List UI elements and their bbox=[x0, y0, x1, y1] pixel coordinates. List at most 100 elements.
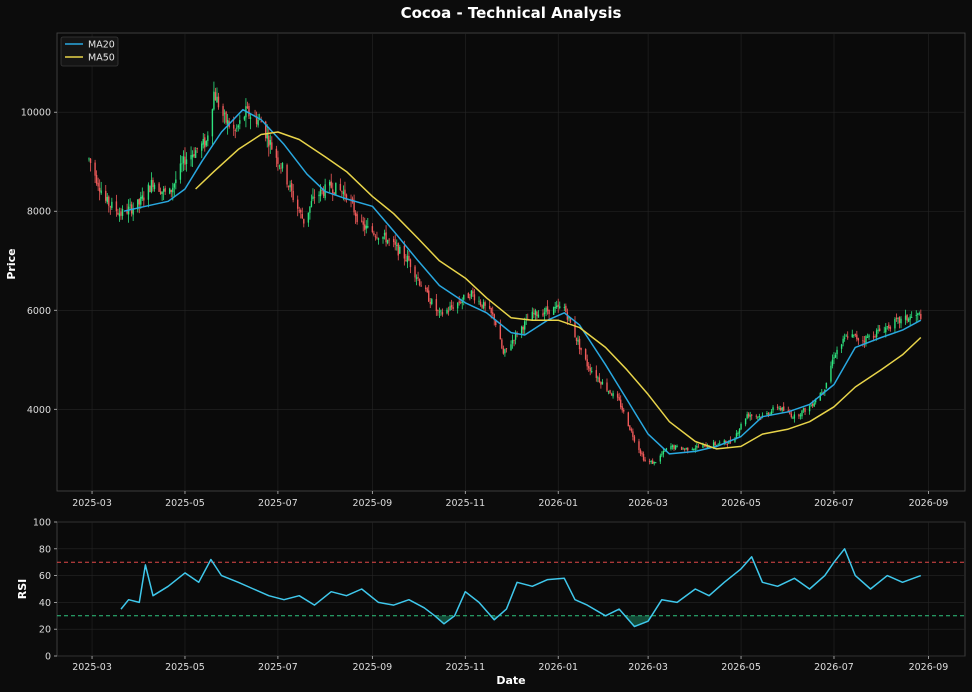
candle-body bbox=[367, 226, 369, 228]
rsi-x-tick-label: 2025-11 bbox=[445, 662, 485, 673]
candle-body bbox=[734, 438, 736, 442]
candle-body bbox=[129, 204, 131, 206]
candle-body bbox=[396, 245, 398, 246]
candle-body bbox=[207, 135, 209, 142]
candle-body bbox=[286, 164, 288, 185]
candle-body bbox=[889, 327, 892, 329]
candle-body bbox=[680, 446, 683, 450]
candle-body bbox=[233, 124, 235, 129]
candle-body bbox=[397, 243, 399, 256]
candle-body bbox=[697, 446, 700, 448]
candle-body bbox=[289, 184, 291, 188]
candle-body bbox=[632, 431, 634, 437]
candle-body bbox=[420, 285, 422, 287]
candle-body bbox=[169, 188, 171, 194]
rsi-y-tick-label: 0 bbox=[45, 652, 51, 663]
candle-body bbox=[383, 232, 386, 236]
candle-body bbox=[715, 444, 718, 446]
candle-body bbox=[531, 311, 534, 321]
candle-body bbox=[552, 307, 555, 315]
candle-body bbox=[578, 338, 581, 350]
candle-body bbox=[676, 445, 678, 447]
candle-body bbox=[429, 301, 431, 304]
candle-body bbox=[417, 277, 419, 279]
candle-body bbox=[213, 91, 215, 110]
candle-body bbox=[682, 448, 684, 450]
candle-body bbox=[236, 127, 238, 129]
candle-body bbox=[853, 334, 855, 336]
candle-body bbox=[147, 184, 150, 200]
candle-body bbox=[906, 314, 908, 321]
candle-body bbox=[568, 316, 570, 319]
candle-body bbox=[671, 445, 674, 448]
candle-body bbox=[693, 448, 695, 451]
candle-body bbox=[534, 310, 537, 316]
candle-body bbox=[365, 225, 367, 229]
candle-body bbox=[452, 307, 454, 310]
candle-body bbox=[747, 413, 750, 417]
candle-body bbox=[115, 201, 118, 212]
candle-body bbox=[172, 187, 174, 193]
candle-body bbox=[851, 334, 853, 338]
candle-body bbox=[495, 320, 497, 326]
candle-body bbox=[424, 287, 427, 289]
rsi-y-tick-label: 40 bbox=[39, 598, 51, 609]
candle-body bbox=[569, 318, 572, 323]
candle-body bbox=[642, 453, 645, 461]
candle-body bbox=[793, 414, 796, 419]
candle-body bbox=[687, 447, 689, 451]
candle-body bbox=[845, 335, 847, 337]
candle-body bbox=[536, 311, 538, 317]
candle-body bbox=[798, 414, 800, 417]
candle-body bbox=[712, 442, 715, 448]
candle-body bbox=[234, 129, 236, 131]
candle-body bbox=[143, 197, 145, 201]
candle-body bbox=[770, 411, 773, 415]
candle-body bbox=[897, 318, 899, 319]
candle-body bbox=[217, 96, 220, 108]
candle-body bbox=[222, 106, 224, 116]
candle-body bbox=[438, 311, 441, 313]
candle-body bbox=[610, 394, 613, 396]
candle-body bbox=[580, 347, 582, 351]
candle-body bbox=[298, 210, 300, 212]
candle-body bbox=[388, 239, 390, 241]
candle-body bbox=[885, 327, 887, 333]
candle-body bbox=[504, 349, 506, 354]
candle-body bbox=[674, 445, 677, 450]
candle-body bbox=[749, 415, 751, 417]
candle-body bbox=[441, 312, 444, 315]
candle-body bbox=[266, 133, 268, 139]
candle-body bbox=[559, 306, 561, 308]
candle-body bbox=[757, 416, 759, 418]
rsi-x-tick-label: 2025-09 bbox=[353, 662, 393, 673]
candle-body bbox=[269, 139, 271, 145]
candle-body bbox=[150, 179, 153, 192]
candle-body bbox=[877, 329, 879, 331]
candle-body bbox=[481, 304, 483, 308]
candle-body bbox=[574, 321, 576, 338]
candle-body bbox=[292, 190, 294, 201]
candle-body bbox=[118, 213, 121, 217]
candle-body bbox=[783, 406, 785, 411]
candle-body bbox=[185, 159, 188, 164]
candle-body bbox=[322, 190, 325, 196]
candle-body bbox=[467, 293, 470, 299]
candle-body bbox=[616, 393, 619, 398]
candle-body bbox=[321, 189, 323, 191]
price-y-axis-label: Price bbox=[5, 248, 18, 279]
candle-body bbox=[696, 445, 698, 448]
price-y-tick-label: 10000 bbox=[21, 108, 51, 119]
candle-body bbox=[310, 201, 313, 207]
candle-body bbox=[211, 109, 214, 137]
candle-body bbox=[164, 188, 166, 192]
candle-body bbox=[702, 444, 704, 448]
candle-body bbox=[878, 328, 881, 332]
candle-body bbox=[339, 183, 342, 191]
candle-body bbox=[811, 404, 814, 406]
candle-body bbox=[117, 212, 119, 215]
candle-body bbox=[120, 211, 122, 216]
candle-body bbox=[746, 414, 748, 419]
candle-body bbox=[257, 119, 259, 126]
candle-body bbox=[918, 313, 920, 315]
